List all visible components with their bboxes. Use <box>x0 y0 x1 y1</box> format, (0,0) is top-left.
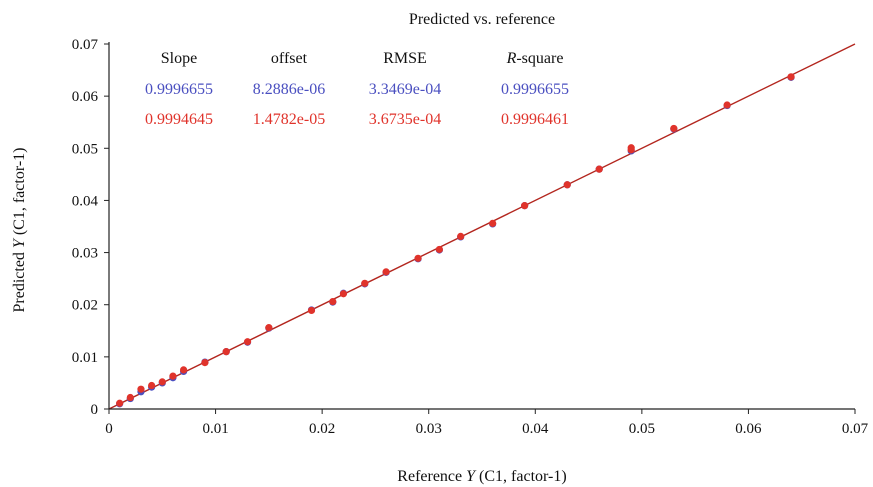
data-point <box>457 232 465 241</box>
data-point <box>307 306 316 315</box>
data-point <box>116 399 124 407</box>
y-tick-label: 0.05 <box>72 141 98 157</box>
data-point <box>521 202 529 210</box>
x-tick-label: 0.07 <box>842 421 869 437</box>
fit-line <box>108 43 856 410</box>
x-tick-label: 0.04 <box>522 421 549 437</box>
data-point <box>361 279 369 287</box>
x-tick-label: 0 <box>105 421 113 437</box>
x-axis-ticks: 0 0.01 0.02 0.03 0.04 0.05 0.06 0.07 <box>105 409 869 437</box>
stats-value: 0.9996655 <box>145 81 213 98</box>
stats-header: Slope <box>161 50 197 67</box>
data-point <box>148 381 156 390</box>
data-point <box>414 254 422 262</box>
data-point <box>137 385 145 393</box>
x-tick-label: 0.01 <box>202 421 228 437</box>
data-point <box>180 366 188 374</box>
y-tick-label: 0 <box>91 402 99 418</box>
x-tick-label: 0.06 <box>735 421 762 437</box>
stats-value: 3.3469e-04 <box>369 81 441 98</box>
stats-value: 0.9994645 <box>145 111 213 128</box>
y-axis-ticks: 0 0.01 0.02 0.03 0.04 0.05 0.06 0.07 <box>72 37 109 418</box>
data-point <box>670 124 678 133</box>
data-point <box>627 144 635 152</box>
data-point <box>158 378 166 386</box>
stats-value: 3.6735e-04 <box>369 111 441 128</box>
data-point <box>169 372 177 380</box>
y-tick-label: 0.06 <box>72 89 99 105</box>
y-tick-label: 0.02 <box>72 298 98 314</box>
stats-value: 0.9996461 <box>501 111 569 128</box>
y-tick-label: 0.07 <box>72 37 99 53</box>
y-axis-label: Predicted Y (C1, factor-1) <box>11 148 28 313</box>
data-point <box>243 338 252 346</box>
stats-value: 8.2886e-06 <box>253 81 325 98</box>
data-point <box>201 358 209 367</box>
x-axis-label: Reference Y (C1, factor-1) <box>397 468 566 485</box>
x-tick-label: 0.03 <box>416 421 442 437</box>
stats-header: offset <box>271 50 308 67</box>
data-point <box>222 348 230 356</box>
chart-title: Predicted vs. reference <box>409 11 555 28</box>
data-point <box>489 219 497 227</box>
validation-series <box>116 73 795 407</box>
data-point <box>382 268 390 276</box>
stats-value: 1.4782e-05 <box>253 111 325 128</box>
data-point <box>126 393 134 402</box>
data-point <box>265 324 273 332</box>
data-point <box>563 181 571 189</box>
data-point <box>339 290 348 298</box>
data-point <box>329 297 337 306</box>
axes <box>108 42 855 410</box>
data-point <box>435 245 443 254</box>
data-point <box>787 73 795 81</box>
scatter-points <box>116 73 795 408</box>
x-tick-label: 0.05 <box>629 421 655 437</box>
data-point <box>723 101 731 109</box>
stats-value: 0.9996655 <box>501 81 569 98</box>
y-tick-label: 0.01 <box>72 350 98 366</box>
x-tick-label: 0.02 <box>309 421 335 437</box>
y-tick-label: 0.04 <box>72 193 99 209</box>
y-tick-label: 0.03 <box>72 246 98 262</box>
stats-header: RMSE <box>383 50 427 67</box>
data-point <box>595 165 603 173</box>
plot-area: 0 0.01 0.02 0.03 0.04 0.05 0.06 0.07 00.010.020… <box>72 37 869 437</box>
stats-header: R-square <box>506 50 564 67</box>
stats-table: Slope offset RMSE R-square 0.9996655 8.2886e-… <box>145 50 569 128</box>
